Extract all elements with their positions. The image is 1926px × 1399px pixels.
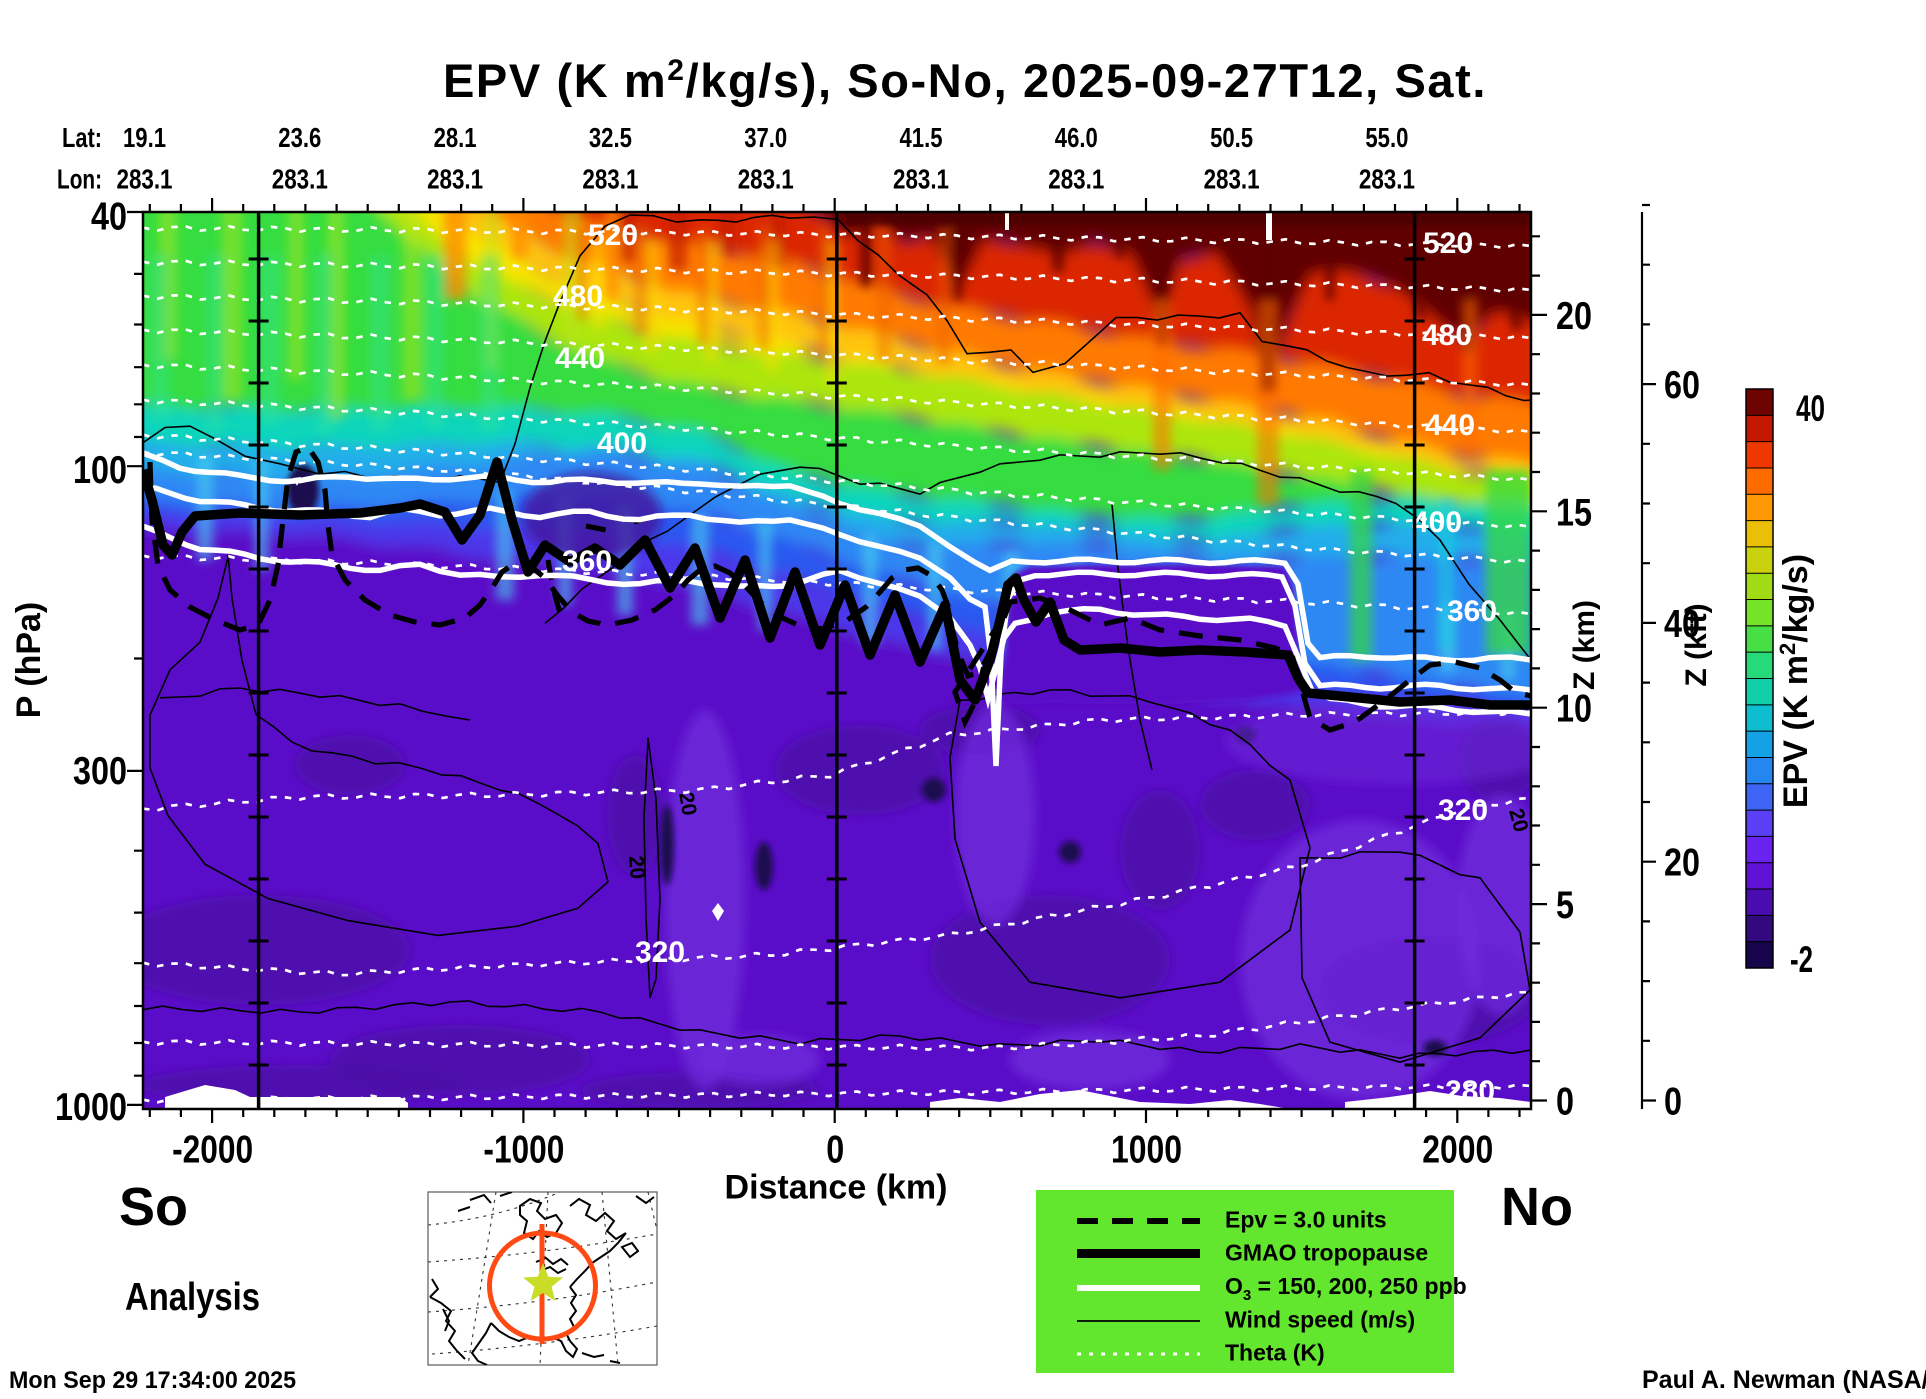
svg-text:40: 40: [1664, 603, 1700, 646]
svg-text:10: 10: [1556, 688, 1592, 731]
svg-text:Epv = 3.0 units: Epv = 3.0 units: [1225, 1207, 1387, 1233]
svg-text:Distance (km): Distance (km): [725, 1169, 948, 1207]
svg-text:520: 520: [588, 219, 638, 252]
svg-text:20: 20: [1664, 842, 1700, 885]
svg-text:20: 20: [624, 855, 649, 880]
svg-text:480: 480: [1422, 319, 1472, 352]
svg-text:1000: 1000: [55, 1086, 127, 1129]
svg-text:5: 5: [1556, 884, 1574, 927]
svg-text:Analysis: Analysis: [125, 1276, 260, 1319]
svg-text:1000: 1000: [1111, 1129, 1182, 1172]
svg-text:520: 520: [1423, 227, 1473, 260]
svg-text:283.1: 283.1: [117, 164, 173, 195]
svg-text:55.0: 55.0: [1365, 122, 1408, 153]
svg-text:440: 440: [1425, 409, 1475, 442]
svg-text:O3 = 150, 200, 250 ppb: O3 = 150, 200, 250 ppb: [1225, 1273, 1467, 1304]
svg-text:Lon:: Lon:: [57, 164, 102, 195]
svg-text:50.5: 50.5: [1210, 122, 1253, 153]
svg-text:Mon Sep 29 17:34:00 2025: Mon Sep 29 17:34:00 2025: [9, 1367, 296, 1394]
svg-text:-1000: -1000: [483, 1129, 564, 1172]
svg-text:46.0: 46.0: [1055, 122, 1098, 153]
svg-text:EPV (K m2/kg/s), So-No, 2025-0: EPV (K m2/kg/s), So-No, 2025-09-27T12, S…: [443, 54, 1487, 107]
svg-text:320: 320: [1438, 794, 1488, 827]
svg-text:2000: 2000: [1422, 1129, 1493, 1172]
svg-text:283.1: 283.1: [1204, 164, 1260, 195]
svg-text:400: 400: [1412, 506, 1462, 539]
svg-text:0: 0: [826, 1129, 844, 1172]
svg-text:Lat:: Lat:: [62, 122, 102, 153]
svg-text:23.6: 23.6: [278, 122, 321, 153]
svg-text:283.1: 283.1: [582, 164, 638, 195]
svg-text:Paul A. Newman (NASA/G: Paul A. Newman (NASA/G: [1642, 1366, 1926, 1394]
svg-text:P (hPa): P (hPa): [10, 602, 48, 719]
svg-text:360: 360: [1447, 595, 1497, 628]
svg-text:Z (kft): Z (kft): [1680, 603, 1713, 686]
svg-text:20: 20: [674, 790, 701, 817]
svg-text:No: No: [1501, 1177, 1573, 1237]
svg-text:280: 280: [1445, 1075, 1495, 1108]
svg-text:360: 360: [562, 545, 612, 578]
svg-text:283.1: 283.1: [1359, 164, 1415, 195]
svg-text:400: 400: [597, 427, 647, 460]
svg-text:480: 480: [553, 280, 603, 313]
svg-text:300: 300: [73, 750, 127, 793]
svg-text:0: 0: [1556, 1081, 1574, 1124]
svg-text:283.1: 283.1: [893, 164, 949, 195]
svg-text:32.5: 32.5: [589, 122, 632, 153]
svg-text:60: 60: [1664, 364, 1700, 407]
svg-text:100: 100: [73, 449, 127, 492]
svg-text:-2: -2: [1790, 939, 1813, 980]
svg-text:440: 440: [555, 342, 605, 375]
svg-text:15: 15: [1556, 491, 1592, 534]
svg-text:GMAO tropopause: GMAO tropopause: [1225, 1240, 1428, 1266]
svg-text:Z (km): Z (km): [1568, 600, 1601, 690]
svg-text:0: 0: [1664, 1081, 1682, 1124]
svg-text:20: 20: [1556, 295, 1592, 338]
svg-text:Theta (K): Theta (K): [1225, 1340, 1325, 1366]
svg-text:283.1: 283.1: [427, 164, 483, 195]
svg-text:41.5: 41.5: [900, 122, 943, 153]
svg-text:283.1: 283.1: [272, 164, 328, 195]
svg-text:28.1: 28.1: [434, 122, 477, 153]
svg-text:320: 320: [635, 936, 685, 969]
svg-text:-2000: -2000: [172, 1129, 253, 1172]
svg-text:37.0: 37.0: [744, 122, 787, 153]
svg-text:19.1: 19.1: [123, 122, 166, 153]
svg-text:Wind speed (m/s): Wind speed (m/s): [1225, 1307, 1415, 1333]
svg-text:283.1: 283.1: [1048, 164, 1104, 195]
svg-text:40: 40: [1796, 388, 1825, 429]
svg-text:40: 40: [91, 196, 127, 239]
svg-text:283.1: 283.1: [738, 164, 794, 195]
svg-text:EPV (K m2/kg/s): EPV (K m2/kg/s): [1775, 554, 1815, 808]
svg-text:So: So: [119, 1177, 188, 1237]
